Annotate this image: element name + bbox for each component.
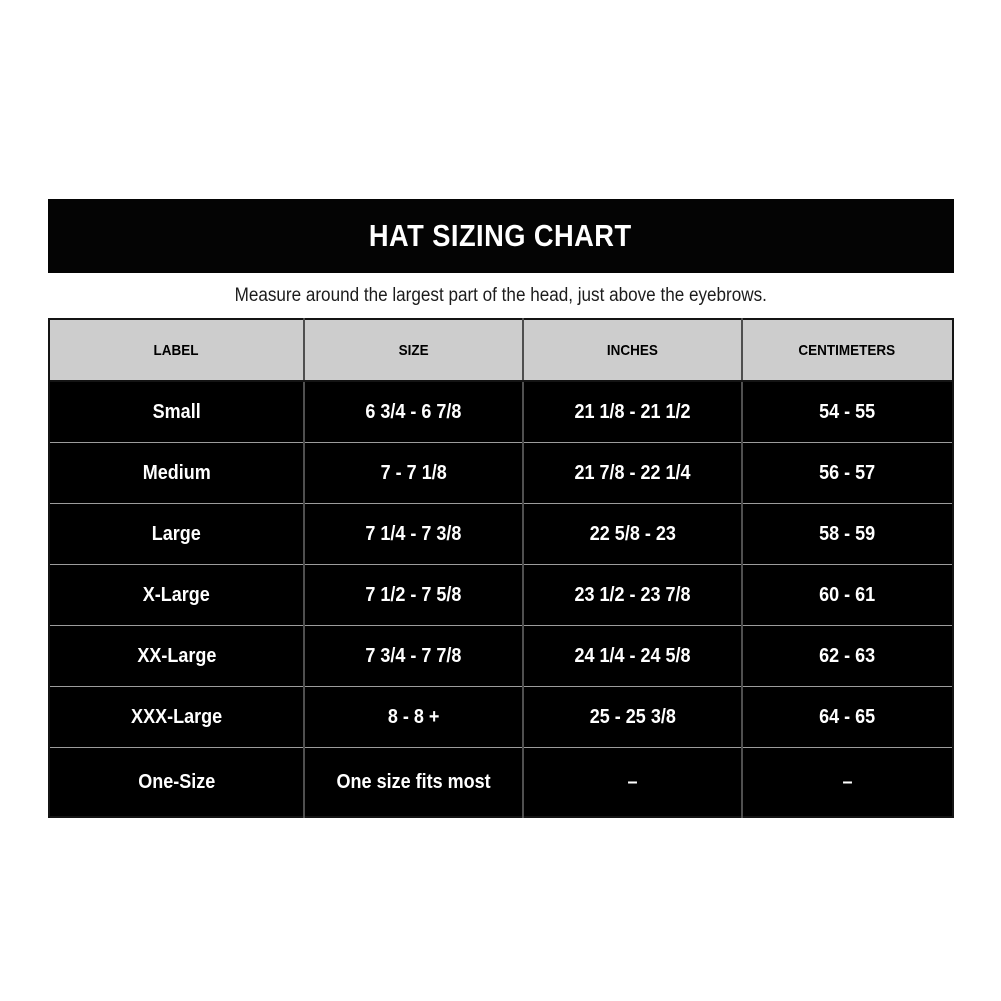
table-cell-text: Small: [152, 400, 201, 423]
table-cell: 7 1/4 - 7 3/8: [303, 503, 524, 565]
title-bar: HAT SIZING CHART: [47, 199, 954, 273]
column-header-label-text: LABEL: [153, 341, 199, 359]
table-cell-text: 6 3/4 - 6 7/8: [365, 400, 462, 423]
table-cell-text: Medium: [142, 461, 211, 484]
column-header-inches: INCHES: [522, 319, 742, 382]
table-cell: –: [740, 747, 953, 817]
table-cell-text: 7 - 7 1/8: [380, 461, 447, 484]
subtitle: Measure around the largest part of the h…: [48, 273, 954, 318]
table-cell-text: One-Size: [137, 770, 215, 793]
table-cell-text: 7 3/4 - 7 7/8: [365, 644, 462, 667]
table-cell: 7 - 7 1/8: [303, 442, 524, 504]
table-header-row: LABEL SIZE INCHES CENTIMETERS: [48, 319, 953, 382]
hat-sizing-chart: HAT SIZING CHART Measure around the larg…: [47, 0, 954, 818]
sizing-table: LABEL SIZE INCHES CENTIMETERS Small 6 3/4…: [47, 318, 954, 818]
table-cell-text: 64 - 65: [819, 705, 876, 728]
table-cell: 23 1/2 - 23 7/8: [522, 564, 742, 626]
subtitle-text: Measure around the largest part of the h…: [234, 284, 767, 306]
column-header-centimeters: CENTIMETERS: [740, 319, 953, 382]
table-cell-text: 21 7/8 - 22 1/4: [574, 461, 691, 484]
table-row: XX-Large 7 3/4 - 7 7/8 24 1/4 - 24 5/8 62 -…: [48, 625, 953, 687]
table-cell-text: One size fits most: [336, 770, 491, 793]
table-cell: 21 1/8 - 21 1/2: [522, 381, 742, 443]
table-cell: XXX-Large: [48, 686, 305, 748]
table-body: Small 6 3/4 - 6 7/8 21 1/8 - 21 1/2 54 - 55…: [48, 381, 953, 817]
table-cell-text: 60 - 61: [819, 583, 876, 606]
table-cell-text: X-Large: [142, 583, 210, 606]
table-cell-text: Large: [151, 522, 201, 545]
table-cell-text: 21 1/8 - 21 1/2: [574, 400, 691, 423]
table-cell: 62 - 63: [740, 625, 953, 687]
table-cell: 6 3/4 - 6 7/8: [303, 381, 524, 443]
table-cell-text: –: [842, 770, 853, 793]
table-cell: 64 - 65: [740, 686, 953, 748]
table-cell: 58 - 59: [740, 503, 953, 565]
table-cell: 21 7/8 - 22 1/4: [522, 442, 742, 504]
table-cell: 56 - 57: [740, 442, 953, 504]
table-cell: 60 - 61: [740, 564, 953, 626]
table-cell: 7 3/4 - 7 7/8: [303, 625, 524, 687]
table-cell: 25 - 25 3/8: [522, 686, 742, 748]
table-cell: 24 1/4 - 24 5/8: [522, 625, 742, 687]
table-cell: Medium: [48, 442, 305, 504]
table-cell-text: 56 - 57: [819, 461, 876, 484]
column-header-size: SIZE: [303, 319, 524, 382]
table-cell: Small: [48, 381, 305, 443]
table-row: X-Large 7 1/2 - 7 5/8 23 1/2 - 23 7/8 60 - …: [48, 564, 953, 626]
table-cell-text: 8 - 8 +: [387, 705, 440, 728]
table-cell-text: 62 - 63: [819, 644, 876, 667]
table-cell: One size fits most: [303, 747, 524, 817]
table-row: Small 6 3/4 - 6 7/8 21 1/8 - 21 1/2 54 - 55: [48, 381, 953, 443]
table-row: XXX-Large 8 - 8 + 25 - 25 3/8 64 - 65: [48, 686, 953, 748]
table-cell: 8 - 8 +: [303, 686, 524, 748]
column-header-label: LABEL: [48, 319, 305, 382]
table-cell-text: 54 - 55: [819, 400, 876, 423]
table-cell-text: 58 - 59: [819, 522, 876, 545]
page-title: HAT SIZING CHART: [369, 218, 632, 253]
table-cell-text: XXX-Large: [130, 705, 222, 728]
table-cell-text: 24 1/4 - 24 5/8: [574, 644, 691, 667]
table-cell: 7 1/2 - 7 5/8: [303, 564, 524, 626]
column-header-inches-text: INCHES: [606, 341, 658, 359]
table-cell-text: 25 - 25 3/8: [589, 705, 676, 728]
table-cell-text: –: [627, 770, 638, 793]
table-cell: 22 5/8 - 23: [522, 503, 742, 565]
table-cell-text: XX-Large: [136, 644, 216, 667]
column-header-centimeters-text: CENTIMETERS: [798, 341, 896, 359]
table-cell: X-Large: [48, 564, 305, 626]
table-cell: XX-Large: [48, 625, 305, 687]
table-row: Large 7 1/4 - 7 3/8 22 5/8 - 23 58 - 59: [48, 503, 953, 565]
table-row: One-Size One size fits most – –: [48, 747, 953, 817]
table-row: Medium 7 - 7 1/8 21 7/8 - 22 1/4 56 - 57: [48, 442, 953, 504]
table-cell: One-Size: [48, 747, 305, 817]
table-cell: –: [522, 747, 742, 817]
table-cell-text: 23 1/2 - 23 7/8: [574, 583, 691, 606]
table-cell-text: 22 5/8 - 23: [589, 522, 676, 545]
column-header-size-text: SIZE: [398, 341, 429, 359]
table-cell: Large: [48, 503, 305, 565]
table-cell-text: 7 1/4 - 7 3/8: [365, 522, 462, 545]
table-cell: 54 - 55: [740, 381, 953, 443]
table-cell-text: 7 1/2 - 7 5/8: [365, 583, 462, 606]
